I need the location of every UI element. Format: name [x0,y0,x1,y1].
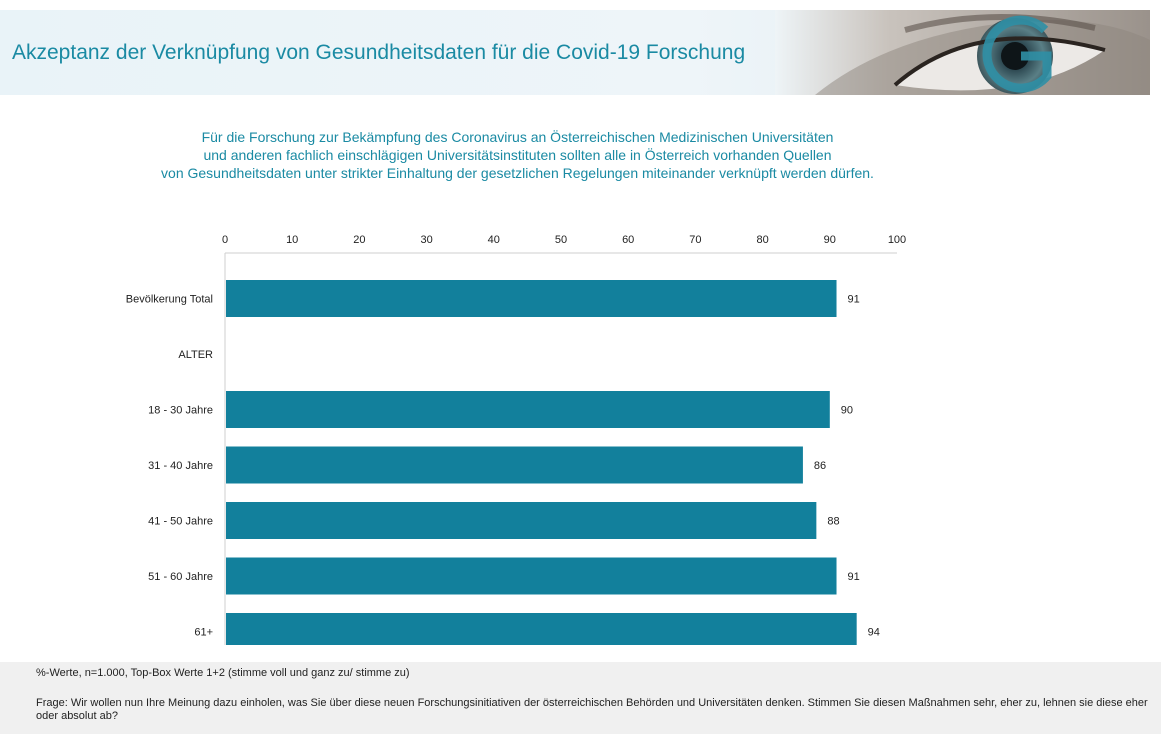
eye-logo-image: G [775,10,1150,95]
header-banner: Akzeptanz der Verknüpfung von Gesundheit… [0,10,1150,95]
x-tick-label: 30 [420,234,432,246]
category-label: 31 - 40 Jahre [148,460,213,472]
footer-panel [0,662,1161,734]
subtitle-line: und anderen fachlich einschlägigen Unive… [203,147,832,163]
data-label: 91 [848,294,860,306]
bar [226,391,830,428]
page-title: Akzeptanz der Verknüpfung von Gesundheit… [12,41,746,64]
x-tick-label: 20 [353,234,365,246]
bar [226,502,817,539]
bar [226,446,803,484]
category-label: 18 - 30 Jahre [148,405,213,417]
data-label: 91 [848,571,860,583]
bar [226,557,837,595]
bar-chart: 0 10 20 30 40 50 60 70 80 90 100 Bevölkerung Total 9… [126,234,906,645]
data-label: 90 [841,405,853,417]
bar [226,280,837,317]
category-label: 51 - 60 Jahre [148,571,213,583]
category-label: 41 - 50 Jahre [148,516,213,528]
x-tick-label: 100 [888,234,906,246]
x-tick-label: 60 [622,234,634,246]
x-tick-label: 70 [689,234,701,246]
data-label: 88 [827,516,839,528]
category-label: ALTER [178,349,213,361]
x-tick-label: 0 [222,234,228,246]
x-tick-label: 90 [824,234,836,246]
question-text: Frage: Wir wollen nun Ihre Meinung dazu … [36,697,1148,722]
subtitle-line: von Gesundheitsdaten unter strikter Einh… [161,165,874,181]
data-label: 86 [814,460,826,472]
x-tick-label: 50 [555,234,567,246]
x-tick-label: 80 [756,234,768,246]
footnote: %-Werte, n=1.000, Top-Box Werte 1+2 (sti… [36,667,410,679]
bar [226,613,857,645]
category-label: Bevölkerung Total [126,294,213,306]
chart-subtitle: Für die Forschung zur Bekämpfung des Cor… [0,128,1035,182]
data-label: 94 [868,627,880,639]
subtitle-line: Für die Forschung zur Bekämpfung des Cor… [201,129,834,145]
x-tick-label: 40 [488,234,500,246]
x-tick-label: 10 [286,234,298,246]
category-label: 61+ [194,627,213,639]
